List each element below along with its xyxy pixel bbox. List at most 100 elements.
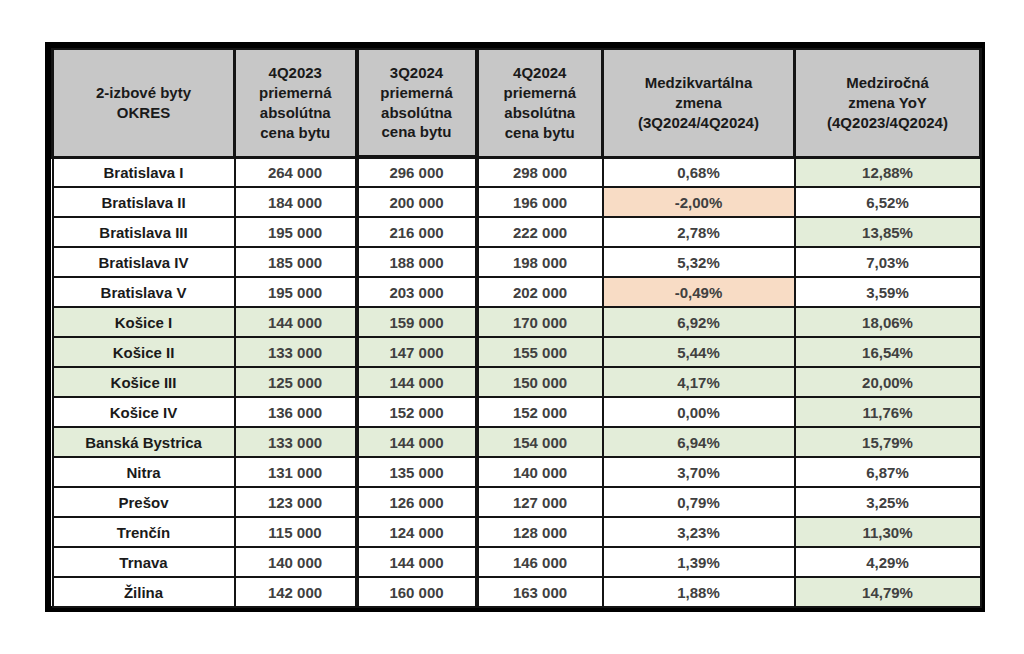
cell-yoy-change: 11,76% — [795, 397, 981, 427]
header-line: 4Q2023 — [236, 63, 355, 83]
cell-qoq-change: 3,23% — [603, 517, 795, 547]
cell-district: Košice III — [53, 367, 235, 397]
cell-price-4q2024: 140 000 — [477, 457, 603, 487]
table-row: Bratislava V 195 000 203 000 202 000 -0,… — [53, 277, 981, 307]
table-row: Bratislava III 195 000 216 000 222 000 2… — [53, 217, 981, 247]
header-line: cena bytu — [479, 123, 602, 143]
cell-price-4q2023: 133 000 — [235, 427, 357, 457]
cell-district: Bratislava III — [53, 217, 235, 247]
cell-price-4q2024: 128 000 — [477, 517, 603, 547]
table-row: Trnava 140 000 144 000 146 000 1,39% 4,2… — [53, 547, 981, 577]
cell-yoy-change: 6,87% — [795, 457, 981, 487]
cell-district: Banská Bystrica — [53, 427, 235, 457]
cell-price-4q2023: 115 000 — [235, 517, 357, 547]
cell-yoy-change: 18,06% — [795, 307, 981, 337]
cell-district: Žilina — [53, 577, 235, 607]
cell-district: Prešov — [53, 487, 235, 517]
table-row: Košice I 144 000 159 000 170 000 6,92% 1… — [53, 307, 981, 337]
table-row: Trenčín 115 000 124 000 128 000 3,23% 11… — [53, 517, 981, 547]
cell-district: Bratislava I — [53, 157, 235, 187]
header-price-4q2024: 4Q2024 priemerná absolútna cena bytu — [477, 49, 603, 157]
cell-district: Košice IV — [53, 397, 235, 427]
cell-price-3q2024: 216 000 — [357, 217, 477, 247]
cell-qoq-change: 1,88% — [603, 577, 795, 607]
cell-price-4q2023: 140 000 — [235, 547, 357, 577]
cell-qoq-change: -2,00% — [603, 187, 795, 217]
header-line: zmena — [604, 93, 793, 113]
header-yoy-change: Medziročná zmena YoY (4Q2023/4Q2024) — [795, 49, 981, 157]
cell-yoy-change: 14,79% — [795, 577, 981, 607]
cell-price-4q2024: 127 000 — [477, 487, 603, 517]
cell-price-3q2024: 159 000 — [357, 307, 477, 337]
table-row: Žilina 142 000 160 000 163 000 1,88% 14,… — [53, 577, 981, 607]
table-body: Bratislava I 264 000 296 000 298 000 0,6… — [53, 157, 981, 607]
cell-price-4q2024: 154 000 — [477, 427, 603, 457]
header-line: priemerná — [359, 83, 475, 103]
header-line: priemerná — [479, 83, 602, 103]
cell-qoq-change: 6,92% — [603, 307, 795, 337]
cell-price-4q2023: 133 000 — [235, 337, 357, 367]
cell-yoy-change: 3,59% — [795, 277, 981, 307]
header-line: absolútna — [359, 103, 475, 123]
table-row: Banská Bystrica 133 000 144 000 154 000 … — [53, 427, 981, 457]
table-row: Košice II 133 000 147 000 155 000 5,44% … — [53, 337, 981, 367]
cell-yoy-change: 12,88% — [795, 157, 981, 187]
table-row: Košice III 125 000 144 000 150 000 4,17%… — [53, 367, 981, 397]
header-line: absolútna — [479, 103, 602, 123]
cell-price-4q2024: 150 000 — [477, 367, 603, 397]
cell-yoy-change: 4,29% — [795, 547, 981, 577]
cell-price-4q2024: 163 000 — [477, 577, 603, 607]
header-line: 4Q2024 — [479, 63, 602, 83]
cell-price-4q2023: 142 000 — [235, 577, 357, 607]
header-line: Medzikvartálna — [604, 73, 793, 93]
header-line: cena bytu — [359, 122, 475, 142]
cell-price-4q2024: 152 000 — [477, 397, 603, 427]
header-line: 3Q2024 — [359, 63, 475, 83]
cell-price-4q2024: 196 000 — [477, 187, 603, 217]
cell-price-4q2023: 264 000 — [235, 157, 357, 187]
header-line: (3Q2024/4Q2024) — [604, 113, 793, 133]
cell-qoq-change: 0,00% — [603, 397, 795, 427]
cell-price-4q2024: 155 000 — [477, 337, 603, 367]
cell-price-3q2024: 126 000 — [357, 487, 477, 517]
cell-qoq-change: -0,49% — [603, 277, 795, 307]
cell-price-4q2024: 170 000 — [477, 307, 603, 337]
cell-price-3q2024: 124 000 — [357, 517, 477, 547]
cell-price-3q2024: 147 000 — [357, 337, 477, 367]
cell-price-3q2024: 200 000 — [357, 187, 477, 217]
table-row: Košice IV 136 000 152 000 152 000 0,00% … — [53, 397, 981, 427]
cell-price-4q2023: 185 000 — [235, 247, 357, 277]
cell-qoq-change: 2,78% — [603, 217, 795, 247]
header-line: OKRES — [54, 103, 233, 123]
cell-qoq-change: 0,68% — [603, 157, 795, 187]
cell-price-3q2024: 135 000 — [357, 457, 477, 487]
header-line: 2-izbové byty — [54, 83, 233, 103]
cell-price-4q2024: 198 000 — [477, 247, 603, 277]
cell-district: Trnava — [53, 547, 235, 577]
header-line: Medziročná — [796, 73, 979, 93]
header-line: absolútna — [236, 103, 355, 123]
cell-price-4q2024: 298 000 — [477, 157, 603, 187]
cell-yoy-change: 6,52% — [795, 187, 981, 217]
cell-price-4q2024: 222 000 — [477, 217, 603, 247]
cell-price-3q2024: 144 000 — [357, 547, 477, 577]
cell-price-3q2024: 296 000 — [357, 157, 477, 187]
cell-price-4q2023: 123 000 — [235, 487, 357, 517]
cell-district: Trenčín — [53, 517, 235, 547]
cell-district: Bratislava IV — [53, 247, 235, 277]
cell-yoy-change: 7,03% — [795, 247, 981, 277]
cell-price-4q2023: 144 000 — [235, 307, 357, 337]
table-header: 2-izbové byty OKRES 4Q2023 priemerná abs… — [53, 49, 981, 157]
cell-price-3q2024: 203 000 — [357, 277, 477, 307]
cell-yoy-change: 3,25% — [795, 487, 981, 517]
cell-yoy-change: 13,85% — [795, 217, 981, 247]
cell-price-4q2024: 202 000 — [477, 277, 603, 307]
header-okres: 2-izbové byty OKRES — [53, 49, 235, 157]
table-row: Bratislava I 264 000 296 000 298 000 0,6… — [53, 157, 981, 187]
cell-price-4q2023: 195 000 — [235, 217, 357, 247]
cell-qoq-change: 1,39% — [603, 547, 795, 577]
cell-price-3q2024: 160 000 — [357, 577, 477, 607]
table-row: Prešov 123 000 126 000 127 000 0,79% 3,2… — [53, 487, 981, 517]
cell-district: Košice II — [53, 337, 235, 367]
table-row: Bratislava IV 185 000 188 000 198 000 5,… — [53, 247, 981, 277]
